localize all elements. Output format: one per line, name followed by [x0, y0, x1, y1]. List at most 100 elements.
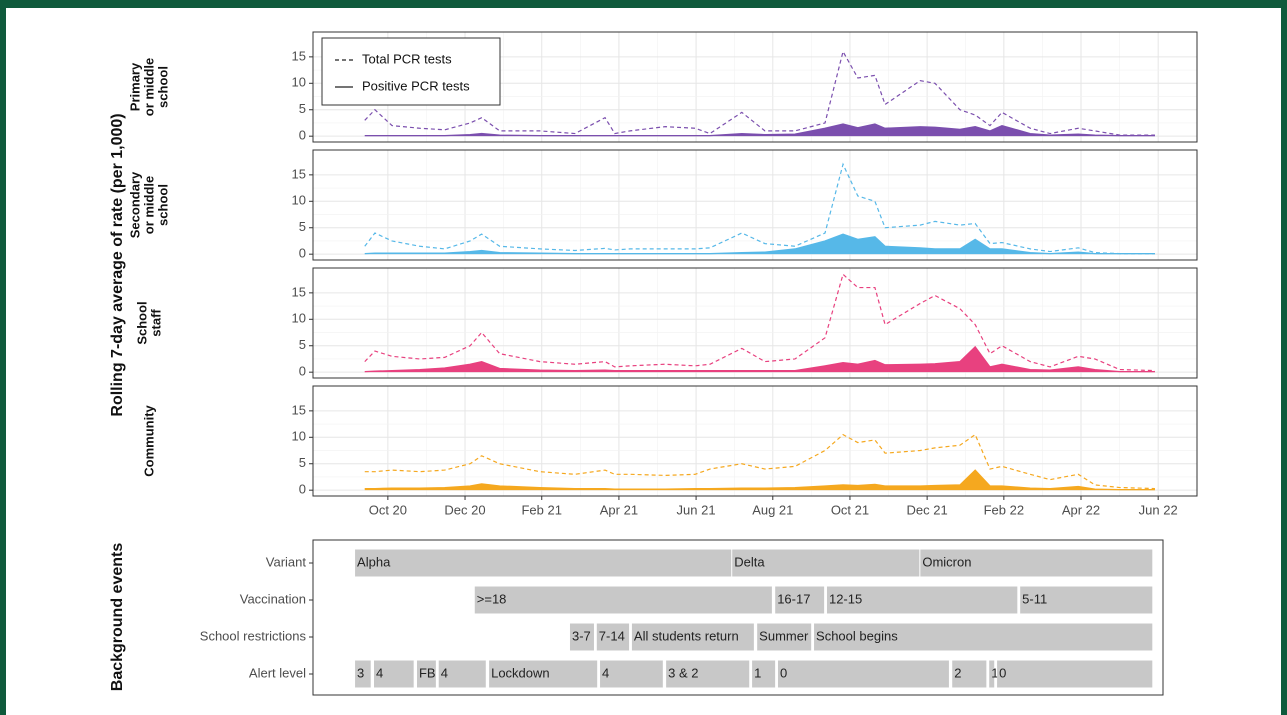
y-tick-label: 15 — [292, 402, 306, 417]
y-tick-label: 10 — [292, 75, 306, 90]
total-line — [364, 49, 1155, 136]
event-label: All students return — [634, 628, 739, 643]
event-bar — [600, 660, 663, 688]
panel-label: or middle — [141, 58, 156, 117]
panel-border — [312, 267, 1198, 379]
x-tick-label: Jun 22 — [1139, 502, 1178, 517]
positive-line — [364, 345, 1155, 373]
event-label: 4 — [441, 665, 448, 680]
y-tick-label: 0 — [299, 364, 306, 379]
event-label: 1 — [991, 665, 998, 680]
total-line — [364, 273, 1155, 372]
x-tick-label: Apr 21 — [600, 502, 638, 517]
event-bar — [826, 586, 1018, 614]
event-label: 4 — [376, 665, 383, 680]
event-bar — [952, 660, 987, 688]
row-label: Vaccination — [240, 591, 306, 606]
event-bar — [752, 660, 776, 688]
x-tick-label: Aug 21 — [752, 502, 793, 517]
legend-box — [321, 37, 501, 106]
event-label: 0 — [999, 665, 1006, 680]
total-line — [364, 433, 1155, 490]
panel-label: staff — [148, 309, 163, 337]
positive-area — [364, 124, 1155, 137]
event-bar — [989, 660, 995, 688]
panel-label: Primary — [127, 62, 142, 111]
event-bar — [666, 660, 750, 688]
y-tick-label: 5 — [299, 455, 306, 470]
event-bar — [997, 660, 1153, 688]
x-tick-label: Feb 22 — [984, 502, 1024, 517]
y-tick-label: 15 — [292, 166, 306, 181]
event-label: Summer — [759, 628, 809, 643]
event-bar — [569, 623, 594, 651]
y-tick-label: 15 — [292, 48, 306, 63]
event-label: 4 — [602, 665, 609, 680]
event-label: 3-7 — [572, 628, 591, 643]
event-label: 0 — [780, 665, 787, 680]
event-bar — [355, 549, 732, 577]
row-label: Variant — [266, 554, 307, 569]
panel-border — [312, 385, 1198, 497]
y-tick-label: 5 — [299, 101, 306, 116]
panel-label: Community — [141, 404, 156, 476]
event-label: Delta — [734, 554, 765, 569]
row-label: School restrictions — [200, 628, 307, 643]
event-bar — [355, 660, 371, 688]
legend-label: Positive PCR tests — [362, 78, 470, 93]
panel-label: school — [155, 66, 170, 108]
y-tick-label: 15 — [292, 284, 306, 299]
total-line — [364, 162, 1155, 255]
y-tick-label: 10 — [292, 193, 306, 208]
legend-label: Total PCR tests — [362, 51, 452, 66]
y-tick-label: 5 — [299, 219, 306, 234]
y-tick-label: 0 — [299, 128, 306, 143]
y-tick-label: 5 — [299, 337, 306, 352]
y-tick-label: 0 — [299, 246, 306, 261]
x-tick-label: Dec 20 — [444, 502, 485, 517]
x-tick-label: Apr 22 — [1062, 502, 1100, 517]
event-label: FB — [419, 665, 436, 680]
panel-label: Secondary — [127, 171, 142, 238]
y-tick-label: 10 — [292, 311, 306, 326]
panel-label: or middle — [141, 176, 156, 235]
panel-border — [312, 31, 1198, 143]
panel-label: School — [134, 301, 149, 344]
gantt-title: Background events — [109, 543, 126, 692]
event-bar — [474, 586, 772, 614]
positive-line — [364, 123, 1155, 137]
panel-background — [313, 268, 1197, 378]
event-bar — [374, 660, 414, 688]
event-label: 16-17 — [777, 591, 810, 606]
panel-label: school — [155, 184, 170, 226]
positive-line — [364, 469, 1155, 491]
positive-area — [364, 346, 1155, 373]
event-label: 12-15 — [829, 591, 862, 606]
x-tick-label: Oct 20 — [369, 502, 407, 517]
event-bar — [631, 623, 754, 651]
event-bar — [814, 623, 1153, 651]
event-label: 1 — [754, 665, 761, 680]
event-label: 3 — [357, 665, 364, 680]
event-bar — [1020, 586, 1153, 614]
x-tick-label: Jun 21 — [677, 502, 716, 517]
event-label: >=18 — [477, 591, 507, 606]
panel-border — [312, 149, 1198, 261]
panel-background — [313, 386, 1197, 496]
event-label: School begins — [816, 628, 898, 643]
y-tick-label: 0 — [299, 482, 306, 497]
event-label: 7-14 — [599, 628, 625, 643]
event-bar — [777, 660, 949, 688]
y-axis-title: Rolling 7-day average of rate (per 1,000… — [109, 113, 126, 416]
event-bar — [757, 623, 812, 651]
event-bar — [920, 549, 1153, 577]
event-label: 2 — [954, 665, 961, 680]
event-label: Omicron — [922, 554, 971, 569]
event-label: 3 & 2 — [668, 665, 698, 680]
positive-line — [364, 233, 1155, 255]
event-bar — [775, 586, 825, 614]
event-bar — [596, 623, 630, 651]
event-bar — [438, 660, 486, 688]
